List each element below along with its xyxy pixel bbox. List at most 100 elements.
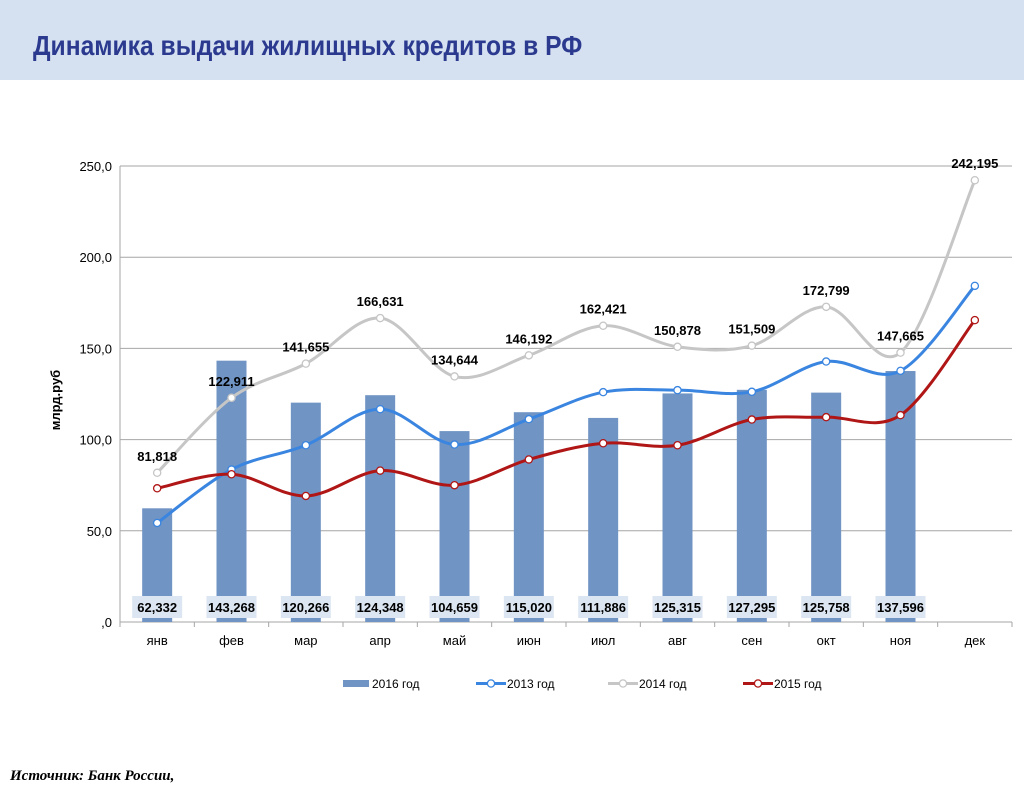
marker-2015 bbox=[301, 491, 311, 501]
x-tick-label: окт bbox=[817, 633, 836, 648]
y-tick-label: 100,0 bbox=[79, 433, 112, 448]
bar-label-bg bbox=[503, 596, 554, 618]
bar-data-label: 120,266 bbox=[282, 600, 329, 615]
line-data-label: 166,631 bbox=[357, 294, 404, 309]
bar-data-label: 143,268 bbox=[208, 600, 255, 615]
marker-2013 bbox=[970, 281, 980, 291]
x-tick-label: июн bbox=[517, 633, 541, 648]
x-tick-label: ноя bbox=[890, 633, 911, 648]
marker-2014 bbox=[450, 372, 459, 381]
line-data-label: 150,878 bbox=[654, 323, 701, 338]
marker-2014 bbox=[821, 302, 831, 312]
marker-2014 bbox=[970, 175, 980, 185]
marker-2013 bbox=[598, 387, 608, 397]
marker-2014 bbox=[598, 321, 608, 330]
marker-2014 bbox=[524, 351, 534, 360]
legend-marker bbox=[753, 679, 763, 688]
marker-2013 bbox=[450, 440, 459, 449]
marker-2013 bbox=[524, 414, 534, 424]
bar-data-label: 111,886 bbox=[580, 600, 626, 615]
y-tick-label: ,0 bbox=[101, 615, 112, 630]
line-2014 bbox=[156, 179, 977, 474]
legend-item-2014: 2014 год bbox=[608, 677, 687, 691]
legend-item-2015: 2015 год bbox=[743, 677, 822, 691]
legend-label: 2016 год bbox=[372, 677, 420, 691]
marker-2013 bbox=[375, 404, 385, 414]
bar-data-label: 124,348 bbox=[357, 600, 404, 615]
legend-marker bbox=[486, 679, 496, 688]
x-tick-label: авг bbox=[668, 633, 687, 648]
bar-label-bg bbox=[801, 596, 852, 618]
bar-label-bg bbox=[875, 596, 926, 618]
y-tick-label: 150,0 bbox=[79, 341, 112, 356]
bar-2016 bbox=[290, 402, 321, 622]
legend-marker bbox=[618, 679, 628, 688]
line-2015 bbox=[156, 319, 977, 498]
marker-2015 bbox=[747, 415, 757, 424]
bar-label-bg bbox=[132, 596, 183, 618]
marker-2014 bbox=[152, 468, 162, 478]
marker-2014 bbox=[227, 393, 236, 403]
bar-data-label: 137,596 bbox=[877, 600, 924, 615]
marker-2015 bbox=[450, 480, 459, 490]
y-tick-label: 250,0 bbox=[79, 159, 112, 174]
header-band: Динамика выдачи жилищных кредитов в РФ bbox=[0, 0, 1024, 80]
marker-2014 bbox=[747, 341, 757, 350]
x-tick-label: дек bbox=[965, 633, 986, 648]
bar-label-bg bbox=[578, 596, 629, 618]
line-data-label: 141,655 bbox=[282, 340, 329, 355]
marker-2015 bbox=[673, 441, 682, 450]
x-tick-label: сен bbox=[741, 633, 762, 648]
page-title: Динамика выдачи жилищных кредитов в РФ bbox=[33, 30, 583, 61]
marker-2013 bbox=[152, 518, 162, 528]
bar-2016 bbox=[365, 395, 396, 622]
bar-label-bg bbox=[726, 596, 777, 618]
marker-2015 bbox=[524, 455, 534, 464]
bar-2016 bbox=[736, 389, 767, 622]
line-2013 bbox=[156, 284, 976, 525]
bar-label-bg bbox=[355, 596, 406, 618]
bar-label-bg bbox=[280, 596, 331, 618]
x-tick-label: июл bbox=[591, 633, 615, 648]
bar-2016 bbox=[662, 393, 693, 622]
marker-2013 bbox=[301, 441, 311, 450]
line-data-label: 146,192 bbox=[505, 331, 552, 346]
bar-2016 bbox=[439, 431, 470, 622]
bar-data-label: 125,315 bbox=[654, 600, 701, 615]
marker-2014 bbox=[375, 313, 385, 323]
bar-2016 bbox=[885, 371, 916, 622]
bar-data-label: 104,659 bbox=[431, 600, 478, 615]
bar-label-bg bbox=[206, 596, 257, 618]
bar-data-label: 125,758 bbox=[803, 600, 850, 615]
bar-2016 bbox=[811, 392, 842, 622]
marker-2014 bbox=[301, 359, 311, 368]
bar-label-bg bbox=[429, 596, 480, 618]
marker-2015 bbox=[598, 438, 608, 448]
legend-item-2016: 2016 год bbox=[343, 677, 420, 691]
x-tick-label: апр bbox=[369, 633, 391, 648]
bar-2016 bbox=[513, 412, 544, 622]
marker-2013 bbox=[747, 387, 757, 397]
line-data-label: 81,818 bbox=[137, 449, 177, 464]
y-tick-label: 200,0 bbox=[79, 250, 112, 265]
bar-label-bg bbox=[652, 596, 703, 618]
legend-label: 2015 год bbox=[774, 677, 822, 691]
marker-2015 bbox=[152, 484, 162, 493]
line-data-label: 147,665 bbox=[877, 329, 924, 344]
line-data-label: 122,911 bbox=[208, 374, 254, 389]
line-data-label: 242,195 bbox=[951, 156, 998, 171]
marker-2014 bbox=[896, 348, 905, 357]
y-axis-label: млрд.руб bbox=[48, 370, 63, 430]
x-tick-label: янв bbox=[147, 633, 168, 648]
marker-2013 bbox=[896, 366, 905, 376]
marker-2015 bbox=[375, 466, 385, 475]
bar-data-label: 115,020 bbox=[506, 600, 552, 615]
source-note: Источник: Банк России, bbox=[10, 768, 175, 784]
bar-data-label: 62,332 bbox=[137, 600, 177, 615]
marker-2015 bbox=[227, 470, 236, 479]
marker-2015 bbox=[970, 315, 980, 325]
x-tick-label: фев bbox=[219, 633, 244, 648]
marker-2014 bbox=[673, 342, 682, 352]
legend-label: 2013 год bbox=[507, 677, 555, 691]
